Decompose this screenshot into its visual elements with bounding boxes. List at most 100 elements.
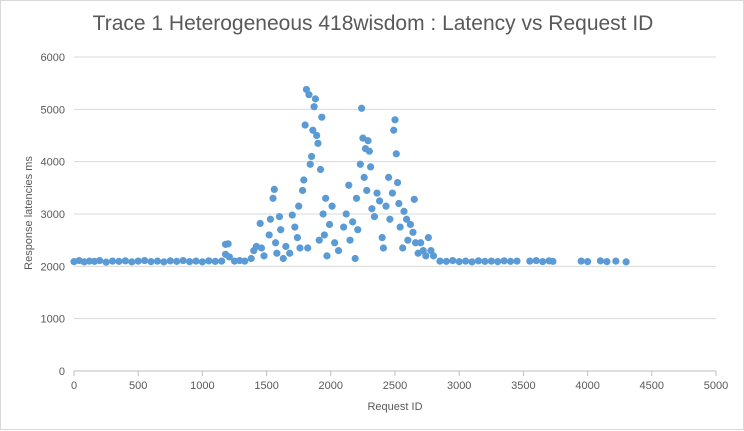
x-tick-label: 2000 <box>319 380 343 392</box>
data-point <box>316 165 325 174</box>
data-point <box>429 252 438 260</box>
data-point <box>301 121 309 129</box>
data-point <box>368 205 376 213</box>
x-tick-label: 4000 <box>575 380 599 392</box>
data-point <box>526 257 534 265</box>
y-tick-label: 2000 <box>41 261 65 273</box>
x-tick-label: 500 <box>129 380 147 392</box>
x-tick-label: 5000 <box>704 380 728 392</box>
data-point <box>365 147 373 155</box>
data-point <box>455 258 463 266</box>
data-point <box>211 257 219 265</box>
data-point <box>241 257 249 265</box>
data-point <box>584 258 592 266</box>
data-point <box>298 186 307 195</box>
axes <box>73 370 717 376</box>
data-point <box>393 179 402 187</box>
data-point <box>370 213 379 221</box>
data-point <box>391 116 399 124</box>
data-point <box>314 139 322 147</box>
data-point <box>282 242 290 251</box>
x-tick-label: 3000 <box>447 380 471 392</box>
data-point <box>436 257 444 265</box>
data-point <box>532 256 540 265</box>
data-point <box>417 239 425 247</box>
data-point <box>271 239 280 247</box>
data-point <box>487 257 495 265</box>
data-point <box>388 189 397 197</box>
data-point <box>307 152 316 161</box>
data-point <box>513 257 521 265</box>
data-point <box>352 194 361 202</box>
data-point <box>266 215 275 223</box>
data-point <box>342 210 350 218</box>
data-point <box>442 257 450 265</box>
data-point <box>402 215 411 223</box>
data-point <box>345 181 353 189</box>
data-point <box>395 199 403 208</box>
data-point <box>192 257 200 265</box>
data-point <box>378 233 386 242</box>
data-point <box>494 258 502 266</box>
data-point <box>102 258 110 266</box>
data-point <box>539 258 547 266</box>
data-point <box>360 173 368 181</box>
data-point <box>411 239 420 247</box>
data-point <box>399 244 407 252</box>
data-point <box>622 258 630 266</box>
data-point <box>364 137 372 145</box>
data-point <box>500 257 508 265</box>
data-point <box>257 244 266 252</box>
data-point <box>390 126 398 134</box>
data-point <box>300 176 308 184</box>
data-point <box>386 215 394 223</box>
data-point <box>108 257 117 265</box>
data-point <box>310 103 318 111</box>
data-point <box>409 228 417 236</box>
data-point <box>305 91 313 99</box>
data-point <box>179 256 187 265</box>
data-point <box>221 240 230 248</box>
data-point <box>323 252 331 260</box>
data-point <box>612 257 620 265</box>
data-point <box>309 126 317 134</box>
data-point <box>260 252 268 260</box>
data-point <box>358 104 366 112</box>
data-point <box>147 258 155 266</box>
data-point <box>322 194 330 202</box>
data-point <box>273 249 281 257</box>
data-point <box>351 254 359 263</box>
data-point <box>506 257 515 265</box>
data-point <box>295 202 303 210</box>
data-point <box>304 244 312 252</box>
data-point <box>291 223 299 231</box>
y-tick-label: 0 <box>59 366 65 378</box>
y-tick-label: 6000 <box>41 52 65 64</box>
data-point <box>198 258 206 266</box>
data-point <box>311 95 319 103</box>
chart-title: Trace 1 Heterogeneous 418wisdom : Latenc… <box>92 12 654 35</box>
data-point <box>400 207 408 215</box>
data-point <box>166 257 174 265</box>
x-tick-label: 1500 <box>254 380 278 392</box>
data-points <box>70 85 630 266</box>
data-point <box>346 236 354 244</box>
x-tick-label: 0 <box>71 380 77 392</box>
data-point <box>315 236 323 244</box>
data-point <box>596 257 605 265</box>
data-point <box>153 257 162 265</box>
data-point <box>603 258 611 266</box>
data-point <box>288 211 296 219</box>
data-point <box>293 233 302 242</box>
data-point <box>404 236 412 244</box>
y-tick-label: 3000 <box>41 209 65 221</box>
data-point <box>373 189 381 197</box>
data-point <box>319 210 327 218</box>
data-point <box>422 252 430 260</box>
data-point <box>225 253 233 261</box>
data-point <box>128 258 136 266</box>
data-point <box>121 257 129 265</box>
data-point <box>396 223 404 231</box>
